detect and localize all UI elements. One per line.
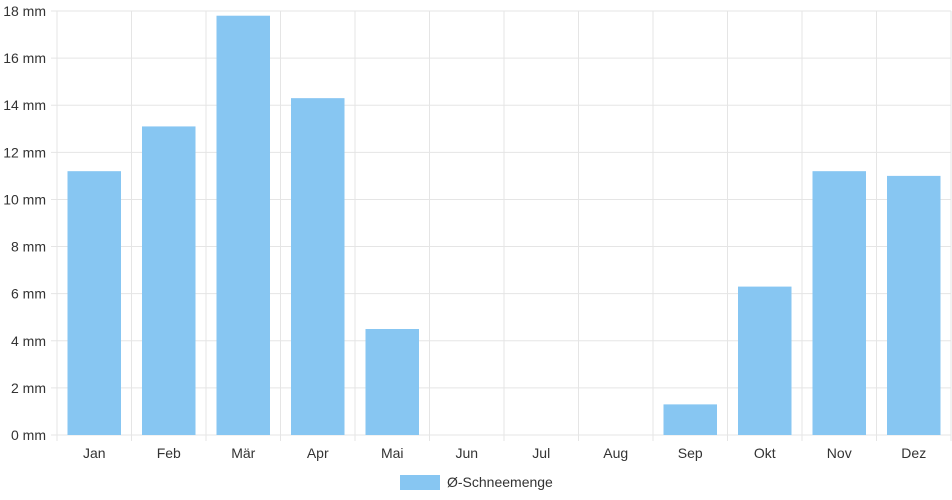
y-tick-label: 6 mm <box>11 286 46 302</box>
x-tick-label: Aug <box>603 445 628 461</box>
y-tick-label: 8 mm <box>11 239 46 255</box>
bar-Jan[interactable] <box>67 171 122 435</box>
y-tick-label: 16 mm <box>3 50 46 66</box>
y-tick-label: 18 mm <box>3 3 46 19</box>
x-tick-label: Dez <box>901 445 926 461</box>
legend-swatch[interactable] <box>400 475 440 490</box>
bar-Dez[interactable] <box>887 175 941 435</box>
x-tick-label: Apr <box>307 445 329 461</box>
y-tick-label: 0 mm <box>11 427 46 443</box>
y-tick-label: 4 mm <box>11 333 46 349</box>
grid <box>51 10 952 441</box>
bar-Sep[interactable] <box>663 404 718 435</box>
y-tick-label: 12 mm <box>3 144 46 160</box>
x-tick-label: Mär <box>231 445 255 461</box>
y-tick-label: 14 mm <box>3 97 46 113</box>
bar-Mai[interactable] <box>365 329 420 435</box>
x-tick-label: Jun <box>455 445 478 461</box>
bar-Okt[interactable] <box>738 286 792 435</box>
x-tick-label: Jul <box>532 445 550 461</box>
x-tick-label: Sep <box>678 445 703 461</box>
axes: 0 mm 2 mm 4 mm 6 mm 8 mm 10 mm 12 mm 14 mm 16 mm… <box>3 3 926 461</box>
x-tick-label: Okt <box>754 445 776 461</box>
x-tick-label: Jan <box>83 445 106 461</box>
bar-Feb[interactable] <box>142 126 196 435</box>
x-tick-label: Nov <box>827 445 852 461</box>
x-tick-label: Feb <box>157 445 181 461</box>
bars <box>67 15 941 436</box>
x-tick-label: Mai <box>381 445 404 461</box>
legend-label[interactable]: Ø-Schneemenge <box>447 474 553 490</box>
legend[interactable]: Ø-Schneemenge <box>400 474 553 490</box>
y-tick-label: 10 mm <box>3 191 46 207</box>
bar-Apr[interactable] <box>291 98 345 436</box>
bar-Nov[interactable] <box>812 171 867 435</box>
bar-Mär[interactable] <box>216 15 271 435</box>
y-tick-label: 2 mm <box>11 380 46 396</box>
